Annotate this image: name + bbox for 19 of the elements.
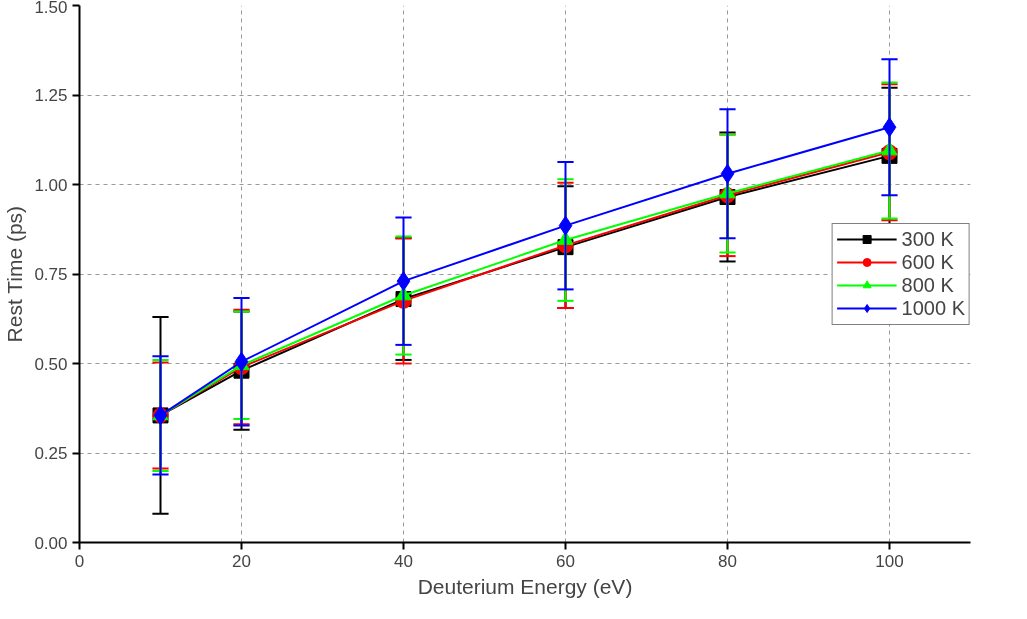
y-tick-label: 1.25: [34, 86, 68, 105]
x-tick-label: 60: [556, 551, 575, 571]
y-tick-label: 1.00: [34, 175, 68, 195]
y-tick-label: 1.50: [34, 0, 68, 17]
y-tick-label: 0.00: [34, 533, 68, 553]
legend-label: 600 K: [901, 250, 954, 274]
x-tick-label: 20: [232, 551, 251, 571]
y-tick-label: 0.50: [34, 354, 68, 374]
x-tick-label: 0: [74, 551, 85, 571]
legend-label: 800 K: [901, 273, 954, 297]
x-tick-label: 100: [875, 551, 904, 571]
legend-label: 1000 K: [901, 296, 965, 320]
y-tick-label: 0.25: [34, 444, 68, 463]
x-axis-title: Deuterium Energy (eV): [417, 574, 633, 598]
legend-label: 300 K: [901, 227, 954, 251]
x-tick-label: 40: [394, 551, 413, 571]
y-tick-label: 0.75: [34, 265, 68, 284]
y-axis-title: Rest Time (ps): [3, 205, 27, 343]
x-tick-label: 80: [718, 551, 737, 571]
